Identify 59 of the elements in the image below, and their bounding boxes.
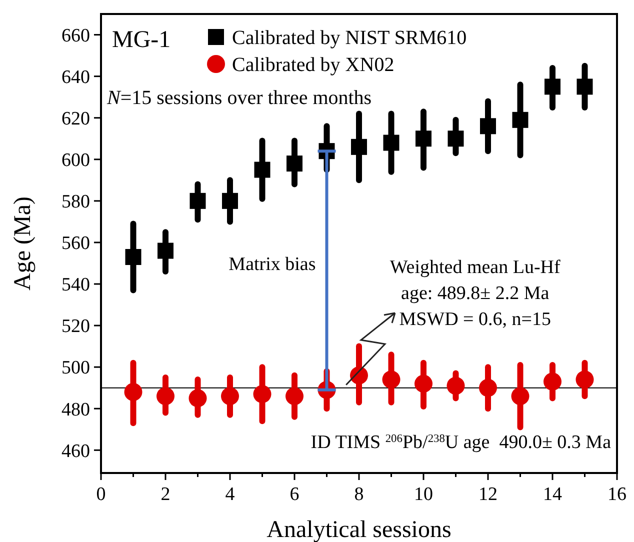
x-tick-label: 6	[290, 484, 300, 505]
point	[286, 156, 302, 172]
point	[351, 138, 367, 155]
x-tick-label: 16	[608, 484, 626, 505]
point	[383, 134, 400, 151]
y-tick-label: 540	[62, 274, 90, 296]
x-tick-label: 8	[354, 484, 364, 505]
annotation: MG-1	[112, 27, 171, 53]
y-tick-label: 600	[62, 150, 90, 172]
point	[479, 378, 497, 397]
y-tick-label: 620	[62, 108, 90, 130]
point	[544, 372, 562, 391]
point	[480, 118, 496, 134]
point	[156, 387, 174, 406]
annotation: Weighted mean Lu-Hf	[390, 257, 561, 278]
point	[125, 249, 142, 265]
point	[222, 192, 238, 209]
y-tick-label: 640	[62, 66, 90, 88]
point	[221, 387, 239, 406]
x-tick-label: 14	[543, 484, 562, 505]
point	[576, 78, 593, 95]
point	[124, 383, 142, 401]
annotation: Matrix bias	[228, 254, 316, 275]
y-tick-label: 520	[62, 316, 90, 338]
x-tick-label: 0	[96, 484, 106, 505]
x-tick-label: 10	[414, 484, 433, 505]
point	[254, 162, 270, 178]
annotation: N=15 sessions over three months	[106, 87, 372, 109]
point	[188, 389, 207, 408]
point	[382, 370, 400, 389]
point	[158, 242, 174, 259]
x-tick-label: 4	[225, 484, 236, 505]
y-tick-label: 580	[62, 192, 90, 213]
point	[512, 112, 528, 128]
y-tick-label: 480	[62, 399, 90, 420]
point	[253, 385, 272, 404]
point	[511, 387, 530, 406]
annotation: MSWD = 0.6, n=15	[399, 309, 551, 330]
point	[190, 192, 206, 209]
x-tick-label: 2	[160, 484, 170, 505]
point	[576, 370, 594, 389]
point	[414, 374, 432, 393]
legend-label: Calibrated by XN02	[232, 54, 394, 76]
annotation: age: 489.8± 2.2 Ma	[401, 283, 550, 304]
point	[448, 130, 464, 147]
point	[446, 376, 465, 395]
y-tick-label: 660	[62, 25, 90, 46]
y-tick-label: 560	[62, 233, 90, 254]
x-tick-label: 12	[478, 484, 498, 505]
point	[286, 387, 304, 406]
annotation: ID TIMS $^{206}$Pb/$^{238}$U age 490.0± 0.3 Ma	[310, 432, 612, 453]
point	[416, 130, 432, 147]
x-axis-title: Analytical sessions	[266, 517, 452, 542]
point	[544, 78, 560, 95]
y-axis-title: Age (Ma)	[10, 196, 36, 290]
legend-label: Calibrated by NIST SRM610	[232, 27, 467, 49]
point	[350, 366, 368, 384]
y-tick-label: 460	[62, 440, 90, 462]
y-tick-label: 500	[62, 358, 90, 379]
